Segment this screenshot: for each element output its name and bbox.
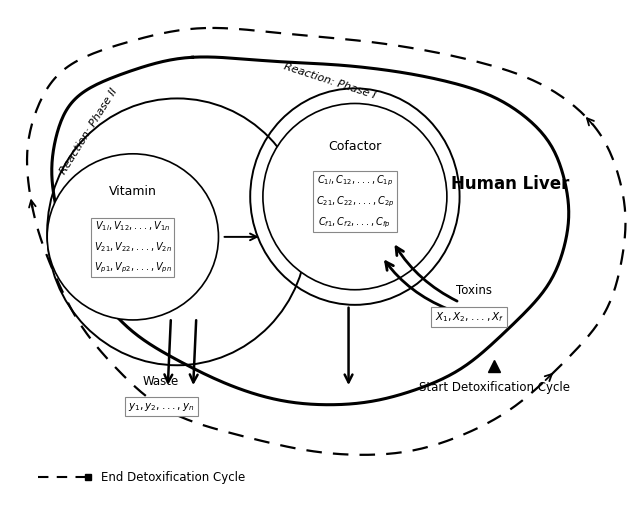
Ellipse shape (263, 103, 447, 290)
Text: Vitamin: Vitamin (109, 185, 157, 198)
Text: End Detoxification Cycle: End Detoxification Cycle (101, 470, 245, 484)
Text: Reaction: Phase I: Reaction: Phase I (282, 61, 377, 100)
Text: $y_1, y_2, ..., y_n$: $y_1, y_2, ..., y_n$ (128, 401, 195, 412)
Text: Start Detoxification Cycle: Start Detoxification Cycle (419, 381, 570, 394)
Text: Reaction: Phase II: Reaction: Phase II (58, 87, 119, 176)
Text: $X_1, X_2, ..., X_f$: $X_1, X_2, ..., X_f$ (435, 310, 504, 324)
Text: $C_{1l}, C_{12}, ..., C_{1p}$
$C_{21}, C_{22}, ..., C_{2p}$
$C_{f1}, C_{f2}, ...: $C_{1l}, C_{12}, ..., C_{1p}$ $C_{21}, C… (316, 174, 394, 230)
Text: Waste: Waste (142, 375, 179, 388)
Text: Cofactor: Cofactor (328, 140, 381, 153)
Text: $V_{1l}, V_{12}, ..., V_{1n}$
$V_{21}, V_{22}, ..., V_{2n}$
$V_{p1}, V_{p2}, ...: $V_{1l}, V_{12}, ..., V_{1n}$ $V_{21}, V… (94, 219, 172, 275)
Text: Toxins: Toxins (456, 285, 492, 297)
Text: Human Liver: Human Liver (451, 175, 570, 193)
Ellipse shape (47, 154, 218, 320)
